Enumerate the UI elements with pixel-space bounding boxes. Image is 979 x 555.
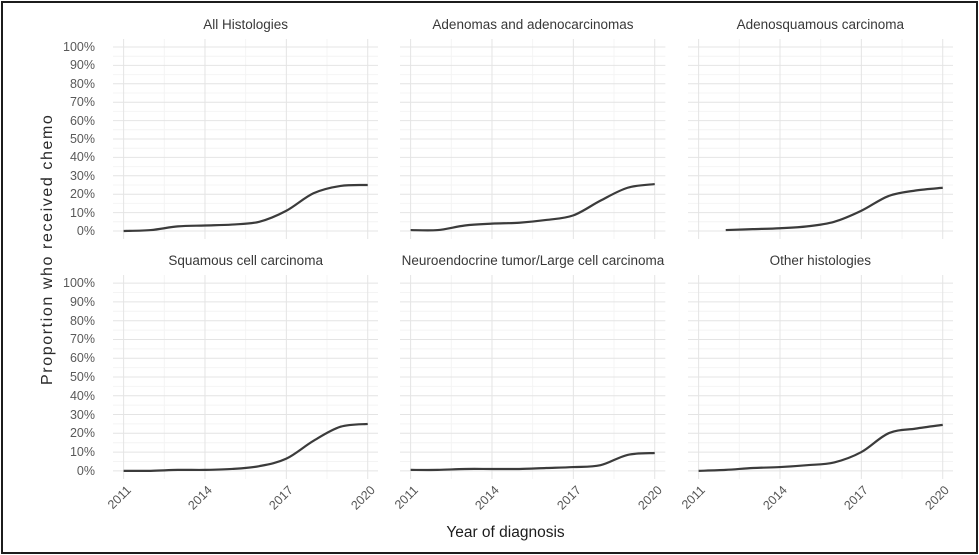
minor-gridlines [688, 275, 953, 479]
panel-title: Neuroendocrine tumor/Large cell carcinom… [401, 253, 665, 268]
minor-gridlines [688, 39, 953, 239]
y-tick-label: 20% [69, 426, 95, 441]
major-gridlines [688, 39, 953, 239]
y-tick-label: 80% [69, 313, 95, 328]
x-tick-label: 2020 [635, 483, 665, 513]
plot-area [688, 275, 953, 479]
y-tick-label: 50% [69, 132, 95, 146]
plot-area [400, 39, 665, 239]
major-gridlines [113, 275, 378, 479]
x-axis-tick-labels: 2011 2014 2017 2020 [677, 479, 964, 525]
plot-area [400, 275, 665, 479]
panel-plot [113, 39, 378, 239]
y-tick-label: 70% [69, 95, 95, 110]
panel-plot [400, 39, 665, 239]
major-gridlines [113, 39, 378, 239]
plot-area [113, 39, 378, 239]
line-chart-panel [389, 39, 676, 239]
x-tick-strip: 2011 2014 2017 2020 [679, 479, 953, 525]
panel-plot [113, 275, 378, 479]
trend-line [124, 185, 368, 231]
y-tick-label: 20% [69, 187, 95, 202]
line-chart-panel [389, 275, 676, 479]
y-axis-tick-labels: 0% 10% 20% 30% 40% 50% 60% 70% 80% 90% 100% [47, 275, 102, 479]
y-tick-label: 70% [69, 332, 95, 347]
y-tick-label: 90% [69, 294, 95, 309]
line-chart-panel [677, 275, 964, 479]
y-tick-label: 100% [63, 276, 95, 291]
minor-gridlines [113, 275, 378, 479]
panel-plot [688, 39, 953, 239]
major-gridlines [688, 275, 953, 479]
y-tick-label: 30% [69, 168, 95, 183]
panel-title: Adenosquamous carcinoma [736, 17, 904, 32]
x-axis-tick-labels: 2011 2014 2017 2020 [102, 479, 389, 525]
y-tick-label: 0% [76, 463, 95, 478]
y-tick-label: 100% [63, 40, 95, 54]
trend-line [124, 424, 368, 471]
x-tick-label: 2014 [472, 483, 503, 513]
line-chart-panel [677, 39, 964, 239]
x-tick-label: 2017 [266, 483, 297, 513]
x-axis-title: Year of diagnosis [446, 524, 565, 541]
facet-grid: All Histologies Adenomas and adenocarcino… [47, 9, 964, 525]
y-tick-label: 40% [69, 150, 95, 165]
x-tick-label: 2017 [841, 483, 871, 513]
panel-title: Squamous cell carcinoma [168, 253, 323, 268]
trend-line [698, 425, 942, 471]
y-tick-label: 90% [69, 58, 95, 73]
panel-title: Other histologies [769, 253, 871, 268]
x-tick-strip: 2011 2014 2017 2020 [392, 479, 665, 525]
y-axis-tick-labels: 0% 10% 20% 30% 40% 50% 60% 70% 80% 90% 100% [47, 39, 102, 239]
x-tick-label: 2011 [104, 483, 134, 512]
trend-line [411, 453, 655, 470]
x-tick-label: 2014 [185, 483, 215, 513]
panel-title: All Histologies [203, 17, 289, 32]
plot-area [113, 275, 378, 479]
plot-area [688, 39, 953, 239]
x-tick-label: 2020 [348, 483, 378, 513]
y-tick-label: 60% [69, 113, 95, 128]
panel-title: Adenomas and adenocarcinomas [432, 17, 634, 32]
major-gridlines [400, 275, 665, 479]
x-tick-label: 2017 [554, 483, 584, 513]
y-tick-label: 60% [69, 351, 95, 366]
panel-plot [400, 275, 665, 479]
minor-gridlines [400, 275, 665, 479]
line-chart-panel [102, 275, 389, 479]
y-tick-label: 30% [69, 407, 95, 422]
trend-line [411, 184, 655, 230]
x-tick-strip: 2011 2014 2017 2020 [105, 479, 378, 525]
x-tick-label: 2020 [922, 483, 953, 513]
x-axis-tick-labels: 2011 2014 2017 2020 [389, 479, 676, 525]
y-tick-label: 80% [69, 76, 95, 91]
y-tick-label: 10% [69, 205, 95, 220]
y-tick-label: 0% [76, 224, 95, 238]
line-chart-panel [102, 39, 389, 239]
trend-line [725, 188, 942, 230]
major-gridlines [400, 39, 665, 239]
y-tick-label: 40% [69, 388, 95, 403]
panel-plot [688, 275, 953, 479]
y-tick-label: 50% [69, 370, 95, 384]
x-tick-label: 2014 [759, 483, 790, 513]
y-tick-label: 10% [69, 445, 95, 460]
